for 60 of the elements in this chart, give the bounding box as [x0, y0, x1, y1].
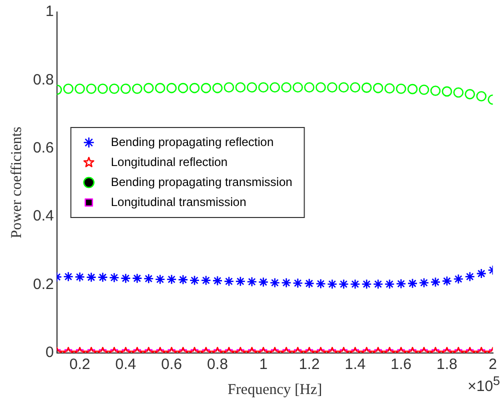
point	[361, 82, 372, 93]
point	[476, 91, 487, 102]
x-tick-label: 1.2	[298, 356, 320, 374]
point	[292, 82, 303, 93]
point	[200, 82, 212, 94]
point	[154, 82, 166, 94]
point	[396, 84, 406, 94]
y-tick-label: 0.4	[32, 208, 54, 225]
x-tick-label: 1.6	[390, 356, 412, 374]
legend-label: Longitudinal reflection	[110, 154, 228, 169]
point	[120, 84, 131, 94]
y-tick-label: 0	[46, 344, 54, 362]
y-axis-title: Power coefficients	[8, 126, 25, 238]
x-tick-label: 2	[488, 356, 497, 374]
point	[327, 82, 338, 93]
point	[86, 84, 96, 94]
point	[316, 82, 326, 93]
point	[453, 87, 464, 98]
x-tick-label: 0.6	[161, 356, 182, 374]
point	[304, 82, 314, 93]
point	[407, 84, 418, 94]
point	[246, 82, 258, 93]
x-tick-label: 1	[259, 356, 268, 374]
x-tick-label: 0.2	[69, 356, 90, 374]
point	[258, 82, 269, 93]
point	[281, 82, 292, 93]
point	[98, 84, 108, 94]
y-tick-label: 0.2	[32, 276, 54, 293]
point	[235, 82, 246, 93]
point	[372, 82, 384, 94]
point	[384, 83, 395, 94]
text: ×10$^{5}$	[468, 374, 500, 395]
point	[430, 86, 441, 96]
x-tick-label: 0.4	[115, 356, 136, 374]
point	[270, 82, 280, 93]
point	[224, 82, 234, 93]
y-tick-label: 0.6	[32, 140, 54, 157]
x-tick-label: 0.8	[207, 356, 228, 374]
point	[442, 86, 452, 97]
point	[143, 82, 154, 94]
x-axis-title: Frequency [Hz]	[228, 382, 322, 398]
legend-label: Longitudinal transmission	[110, 194, 246, 209]
point	[350, 82, 360, 93]
x-tick-label: 1.8	[436, 356, 458, 374]
legend-label: Bending propagating transmission	[110, 174, 292, 189]
point	[166, 82, 177, 94]
y-tick-label: 0.8	[32, 71, 54, 88]
point	[132, 84, 142, 94]
point	[109, 84, 120, 94]
legend-label: Bending propagating reflection	[110, 134, 274, 149]
point	[63, 84, 74, 94]
point	[74, 84, 85, 94]
y-tick-label: 1	[46, 3, 54, 20]
x-tick-label: 1.4	[344, 356, 366, 374]
point	[189, 82, 200, 94]
point	[212, 82, 223, 94]
point	[338, 82, 349, 93]
point	[464, 89, 476, 100]
point	[418, 84, 430, 95]
point	[178, 82, 188, 94]
